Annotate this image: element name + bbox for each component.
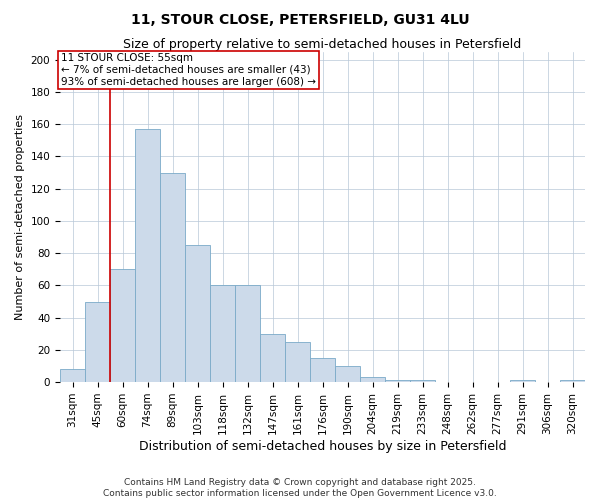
Bar	[60, 369, 85, 382]
Bar	[210, 286, 235, 382]
Y-axis label: Number of semi-detached properties: Number of semi-detached properties	[15, 114, 25, 320]
Bar	[185, 245, 210, 382]
Text: 11 STOUR CLOSE: 55sqm
← 7% of semi-detached houses are smaller (43)
93% of semi-: 11 STOUR CLOSE: 55sqm ← 7% of semi-detac…	[61, 54, 316, 86]
Bar	[510, 380, 535, 382]
Bar	[85, 302, 110, 382]
Bar	[160, 172, 185, 382]
Bar	[285, 342, 310, 382]
X-axis label: Distribution of semi-detached houses by size in Petersfield: Distribution of semi-detached houses by …	[139, 440, 506, 452]
Bar	[360, 378, 385, 382]
Bar	[410, 380, 435, 382]
Bar	[310, 358, 335, 382]
Title: Size of property relative to semi-detached houses in Petersfield: Size of property relative to semi-detach…	[124, 38, 521, 51]
Bar	[110, 270, 135, 382]
Bar	[135, 129, 160, 382]
Bar	[385, 380, 410, 382]
Bar	[335, 366, 360, 382]
Text: Contains HM Land Registry data © Crown copyright and database right 2025.
Contai: Contains HM Land Registry data © Crown c…	[103, 478, 497, 498]
Text: 11, STOUR CLOSE, PETERSFIELD, GU31 4LU: 11, STOUR CLOSE, PETERSFIELD, GU31 4LU	[131, 12, 469, 26]
Bar	[560, 380, 585, 382]
Bar	[260, 334, 285, 382]
Bar	[235, 286, 260, 382]
